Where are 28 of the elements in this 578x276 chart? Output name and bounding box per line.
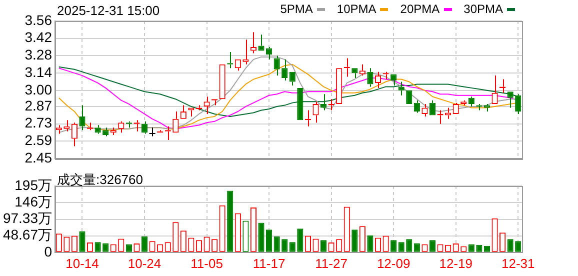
- x-tick-label: 12-31: [501, 256, 535, 271]
- y-tick-label: 3.56: [24, 12, 52, 28]
- y-tick-label: 2.73: [24, 114, 52, 131]
- chart-title: 成交量:326760: [57, 171, 143, 189]
- y-tick-label: 3.00: [24, 81, 52, 98]
- x-tick-label: 12-09: [376, 256, 410, 271]
- y-tick-label: 195万: [14, 176, 52, 193]
- x-tick-label: 11-05: [190, 256, 223, 271]
- y-tick-label: 2.87: [24, 97, 52, 114]
- y-tick-label: 3.42: [24, 29, 52, 46]
- legend-label: 20PMA: [400, 2, 440, 16]
- y-tick-label: 2.45: [24, 149, 52, 166]
- y-tick-label: 146万: [14, 194, 52, 210]
- legend-label: 10PMA: [336, 2, 376, 16]
- x-tick-label: 11-27: [315, 256, 348, 271]
- x-tick-label: 11-17: [252, 256, 286, 271]
- chart-title: 2025-12-31 15:00: [57, 3, 160, 18]
- y-tick-label: 2.59: [24, 132, 52, 148]
- y-tick-label: 3.14: [24, 64, 52, 80]
- x-tick-label: 12-19: [439, 256, 472, 271]
- x-tick-label: 10-24: [128, 256, 162, 271]
- legend-label: 30PMA: [464, 2, 503, 16]
- y-tick-label: 3.28: [24, 46, 52, 63]
- y-tick-label: 0: [44, 243, 52, 260]
- y-tick-label: 97.33万: [2, 210, 52, 226]
- y-tick-label: 48.67万: [2, 226, 52, 243]
- x-tick-label: 10-14: [66, 256, 99, 271]
- legend-label: 5PMA: [280, 2, 313, 16]
